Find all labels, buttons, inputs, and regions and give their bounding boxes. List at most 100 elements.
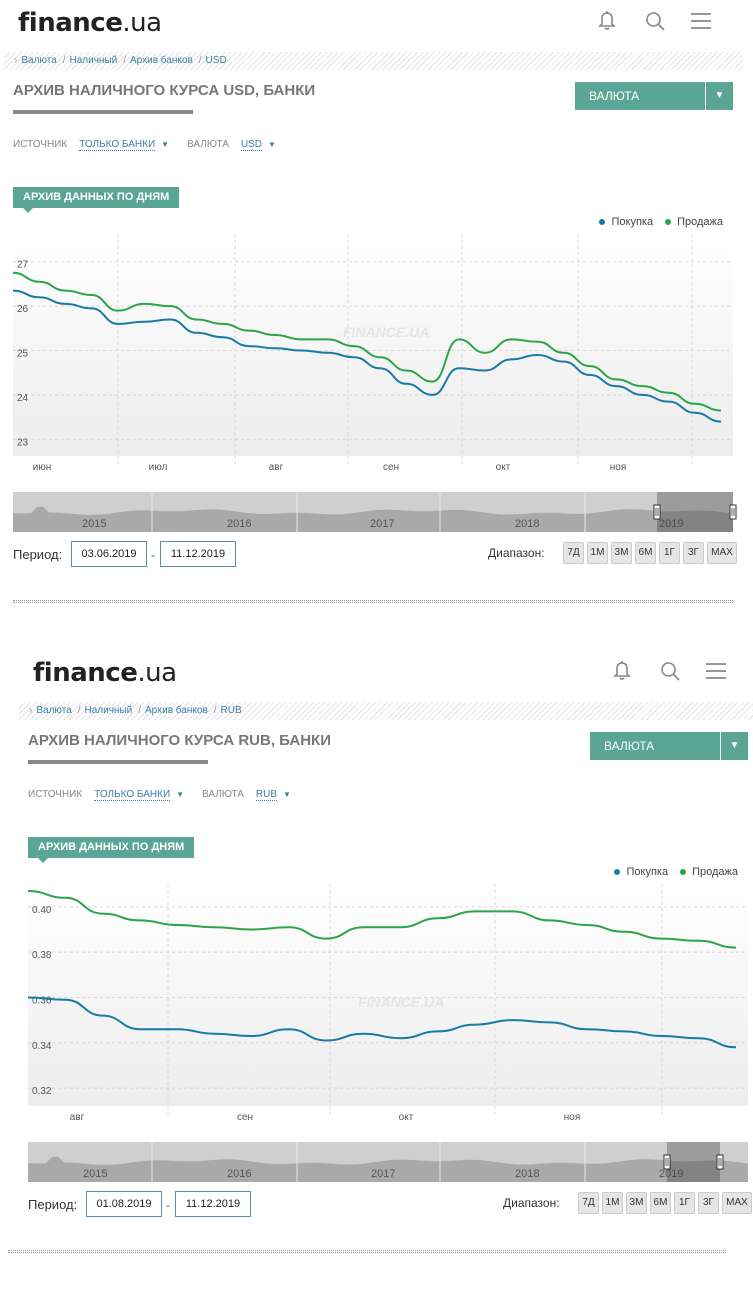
breadcrumb-chevron-icon: ›: [29, 705, 33, 716]
series-line-sell[interactable]: [13, 271, 722, 412]
x-tick-label: сен: [383, 462, 399, 473]
range-navigator[interactable]: 2015 2016 2017 2018 2019: [28, 1142, 752, 1182]
date-to-input[interactable]: 11.12.2019: [160, 541, 236, 567]
bell-icon[interactable]: [596, 10, 618, 32]
range-button[interactable]: 7Д: [563, 542, 584, 564]
breadcrumb-link[interactable]: RUB: [220, 705, 242, 716]
logo-bold: fi: [33, 658, 53, 688]
y-tick-label: 0.32: [32, 1086, 52, 1097]
range-button[interactable]: 7Д: [578, 1192, 599, 1214]
legend-sell-marker: [665, 219, 672, 226]
date-separator: -: [166, 1198, 170, 1212]
navigator-year-label: 2019: [659, 518, 683, 530]
breadcrumb-link[interactable]: Наличный: [84, 705, 133, 716]
source-select[interactable]: ТОЛЬКО БАНКИ: [94, 789, 171, 801]
page-title: АРХИВ НАЛИЧНОГО КУРСА RUB, БАНКИ: [28, 732, 331, 749]
range-button[interactable]: MAX: [722, 1192, 752, 1214]
range-button[interactable]: 6М: [635, 542, 656, 564]
line-chart: 0.32 0.34 0.36 0.38 0.40 FINANCE.UA авг сен окт н…: [28, 884, 748, 1123]
currency-select[interactable]: USD: [240, 139, 262, 151]
range-button[interactable]: MAX: [707, 542, 737, 564]
series-line-buy[interactable]: [13, 289, 722, 423]
navigator-selection[interactable]: [667, 1142, 720, 1182]
logo-rest: nance: [52, 658, 138, 688]
filters-row: ИСТОЧНИК ТОЛЬКО БАНКИ ▼ ВАЛЮТА RUB ▼: [28, 789, 309, 801]
y-tick-label: 24: [17, 393, 29, 404]
currency-dropdown-icon[interactable]: ▼: [268, 140, 276, 149]
breadcrumb-link[interactable]: Архив банков: [145, 705, 208, 716]
x-tick-label: авг: [70, 1112, 85, 1123]
chart-legend: Покупка Продажа: [602, 866, 738, 878]
source-dropdown-icon[interactable]: ▼: [176, 790, 185, 799]
navigator-year-label: 2018: [515, 1168, 539, 1180]
currency-dropdown-icon[interactable]: ▼: [283, 790, 291, 799]
breadcrumb-separator: /: [213, 705, 217, 716]
section-tag: АРХИВ ДАННЫХ ПО ДНЯМ: [13, 187, 180, 213]
range-button[interactable]: 6М: [650, 1192, 671, 1214]
range-button[interactable]: 1М: [587, 542, 608, 564]
currency-dropdown-button[interactable]: ВАЛЮТА ▼: [575, 82, 733, 110]
breadcrumb-link[interactable]: Валюта: [21, 55, 57, 66]
search-icon[interactable]: [644, 10, 666, 32]
breadcrumb-separator: /: [77, 705, 81, 716]
currency-dropdown-button[interactable]: ВАЛЮТА ▼: [590, 732, 748, 760]
legend-item-sell[interactable]: Продажа: [680, 866, 738, 878]
bell-icon[interactable]: [611, 660, 633, 682]
currency-select[interactable]: RUB: [255, 789, 277, 801]
navigator-handle-right[interactable]: [729, 504, 737, 520]
search-icon[interactable]: [659, 660, 681, 682]
legend-item-buy[interactable]: Покупка: [614, 866, 668, 878]
usd-panel: finance.ua › Валюта / Наличный / Архив банков /…: [0, 0, 753, 630]
source-label: ИСТОЧНИК: [13, 139, 68, 150]
range-button[interactable]: 1М: [602, 1192, 623, 1214]
navigator-year-label: 2018: [515, 518, 539, 530]
range-button[interactable]: 3М: [626, 1192, 647, 1214]
range-button[interactable]: 3Г: [683, 542, 704, 564]
menu-icon[interactable]: [705, 660, 727, 682]
navigator-handle-right[interactable]: [716, 1154, 724, 1170]
x-tick-label: ноя: [564, 1112, 581, 1123]
navigator-handle-left[interactable]: [663, 1154, 671, 1170]
source-dropdown-icon[interactable]: ▼: [161, 140, 170, 149]
y-tick-label: 23: [17, 437, 29, 448]
site-logo[interactable]: finance.ua: [18, 8, 162, 38]
navigator-area: [28, 1156, 748, 1182]
navigator-handle-left[interactable]: [653, 504, 661, 520]
logo-rest: nance: [37, 8, 123, 38]
y-tick-label: 25: [17, 349, 29, 360]
range-button[interactable]: 3М: [611, 542, 632, 564]
legend-buy-marker: [614, 869, 621, 876]
legend-sell-marker: [680, 869, 687, 876]
source-select[interactable]: ТОЛЬКО БАНКИ: [79, 139, 156, 151]
breadcrumb-link[interactable]: Валюта: [36, 705, 72, 716]
breadcrumb-link[interactable]: USD: [205, 55, 227, 66]
series-line-buy[interactable]: [28, 996, 737, 1049]
range-button[interactable]: 1Г: [674, 1192, 695, 1214]
x-tick-label: окт: [496, 462, 511, 473]
triangle-down-icon: ▼: [705, 82, 733, 110]
range-navigator[interactable]: 2015 2016 2017 2018 2019: [13, 492, 737, 532]
section-tag: АРХИВ ДАННЫХ ПО ДНЯМ: [28, 837, 195, 863]
navigator-selection[interactable]: [657, 492, 733, 532]
legend-buy-label: Покупка: [626, 866, 669, 878]
date-to-input[interactable]: 11.12.2019: [175, 1191, 251, 1217]
range-button[interactable]: 1Г: [659, 542, 680, 564]
legend-item-sell[interactable]: Продажа: [665, 216, 723, 228]
section-divider: [8, 1250, 726, 1253]
menu-icon[interactable]: [690, 10, 712, 32]
legend-sell-label: Продажа: [692, 866, 738, 878]
legend-item-buy[interactable]: Покупка: [599, 216, 653, 228]
date-from-input[interactable]: 03.06.2019: [71, 541, 147, 567]
series-line-sell[interactable]: [28, 890, 737, 949]
logo-suffix: .ua: [122, 8, 162, 38]
site-logo[interactable]: finance.ua: [33, 658, 177, 688]
period-label: Период:: [28, 1197, 78, 1212]
range-button[interactable]: 3Г: [698, 1192, 719, 1214]
range-label: Диапазон:: [503, 1196, 560, 1210]
breadcrumb-link[interactable]: Архив банков: [130, 55, 193, 66]
plot-area: [13, 234, 733, 456]
date-from-input[interactable]: 01.08.2019: [86, 1191, 162, 1217]
rub-panel: finance.ua › Валюта / Наличный / Архив банков /…: [0, 650, 753, 1280]
navigator-year-label: 2016: [227, 1168, 251, 1180]
breadcrumb-link[interactable]: Наличный: [69, 55, 118, 66]
